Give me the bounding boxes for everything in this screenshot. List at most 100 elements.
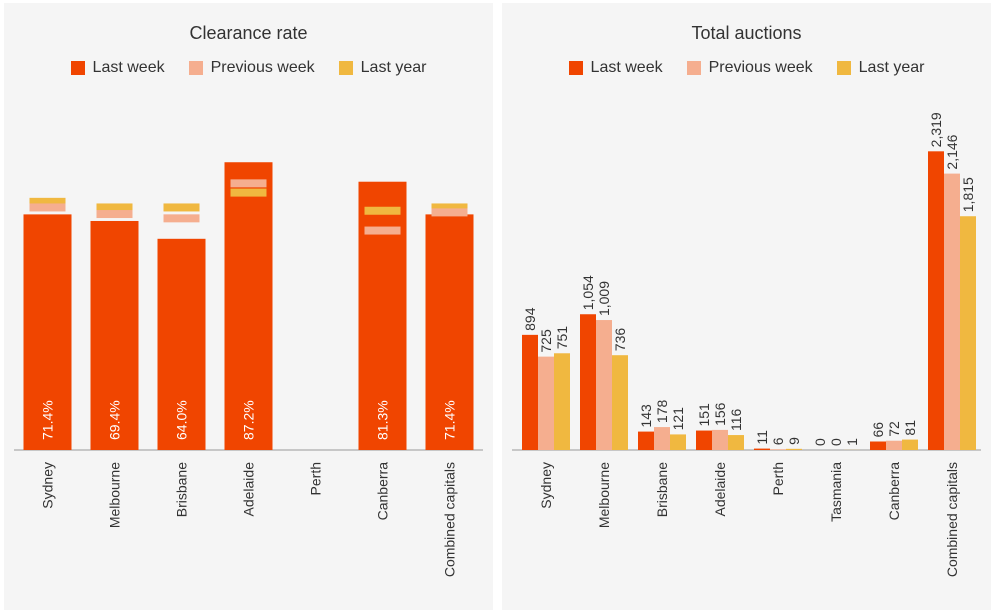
- marker-previous-week-melbourne: [96, 210, 133, 219]
- legend-last-year: Last year: [338, 59, 426, 77]
- x-tick-label-combined-capitals: Combined capitals: [944, 462, 960, 577]
- clearance-rate-title: Clearance rate: [189, 23, 308, 43]
- data-label-last-week-combined-capitals: 2,319: [928, 112, 944, 147]
- x-tick-label-perth: Perth: [308, 462, 324, 495]
- clearance-rate-legend: Last week Previous week Last year: [4, 59, 493, 77]
- bar-last-year-perth: [786, 448, 802, 450]
- bar-last-year-canberra: [902, 439, 918, 450]
- data-label-last-year-sydney: 751: [554, 326, 570, 350]
- data-label-previous-week-adelaide: 156: [712, 402, 728, 426]
- legend-last-week: Last week: [70, 59, 165, 77]
- bar-last-week-combined-capitals: [425, 214, 474, 450]
- bar-previous-week-canberra: [886, 440, 902, 450]
- data-label-previous-week-brisbane: 178: [654, 400, 670, 424]
- x-tick-label-canberra: Canberra: [375, 462, 391, 521]
- x-tick-label-adelaide: Adelaide: [241, 462, 257, 517]
- x-tick-label-perth: Perth: [770, 462, 786, 495]
- legend-swatch-previous-week: [686, 61, 701, 75]
- total-auctions-legend: Last week Previous week Last year: [502, 59, 991, 77]
- legend-label-last-year: Last year: [858, 59, 925, 76]
- bar-previous-week-combined-capitals: [944, 173, 960, 450]
- data-label-last-year-adelaide: 116: [728, 409, 744, 432]
- legend-label-previous-week: Previous week: [708, 59, 813, 76]
- clearance-rate-panel: Clearance rate Last week Previous week L…: [4, 3, 493, 610]
- data-label-last-year-brisbane: 121: [670, 407, 686, 431]
- marker-previous-week-sydney: [29, 203, 66, 212]
- data-label-sydney: 71.4%: [40, 400, 56, 440]
- data-label-previous-week-tasmania: 0: [828, 438, 844, 446]
- bar-last-week-melbourne: [580, 314, 596, 450]
- data-label-last-week-brisbane: 143: [638, 404, 654, 428]
- data-label-brisbane: 64.0%: [174, 400, 190, 440]
- legend-previous-week: Previous week: [686, 59, 813, 77]
- data-label-last-year-tasmania: 1: [844, 438, 860, 446]
- bar-last-year-combined-capitals: [960, 216, 976, 450]
- bar-last-year-brisbane: [670, 434, 686, 450]
- data-label-previous-week-perth: 6: [770, 437, 786, 445]
- x-tick-label-canberra: Canberra: [886, 462, 902, 521]
- bar-previous-week-melbourne: [596, 320, 612, 450]
- data-label-last-week-canberra: 66: [870, 422, 886, 438]
- data-label-last-year-perth: 9: [786, 437, 802, 445]
- bar-previous-week-sydney: [538, 356, 554, 450]
- bar-last-week-brisbane: [157, 238, 206, 450]
- marker-last-year-adelaide: [230, 188, 267, 197]
- legend-label-last-week: Last week: [92, 59, 165, 76]
- x-tick-label-tasmania: Tasmania: [828, 462, 844, 522]
- bar-last-week-combined-capitals: [928, 151, 944, 450]
- bar-last-week-canberra: [358, 181, 407, 450]
- data-label-last-year-melbourne: 736: [612, 328, 628, 352]
- x-tick-label-combined-capitals: Combined capitals: [442, 462, 458, 577]
- total-auctions-panel: Total auctions Last week Previous week L…: [502, 3, 991, 610]
- marker-last-year-canberra: [364, 206, 401, 215]
- bar-last-year-sydney: [554, 353, 570, 450]
- bar-previous-week-adelaide: [712, 429, 728, 450]
- bar-last-week-sydney: [23, 214, 72, 450]
- bar-previous-week-brisbane: [654, 427, 670, 450]
- data-label-previous-week-combined-capitals: 2,146: [944, 134, 960, 169]
- total-auctions-title: Total auctions: [691, 23, 802, 43]
- data-label-canberra: 81.3%: [375, 400, 391, 440]
- x-tick-label-melbourne: Melbourne: [596, 462, 612, 528]
- bar-last-week-canberra: [870, 441, 886, 450]
- data-label-last-year-canberra: 81: [902, 420, 918, 436]
- data-label-last-week-tasmania: 0: [812, 438, 828, 446]
- bar-previous-week-perth: [770, 449, 786, 450]
- data-label-melbourne: 69.4%: [107, 400, 123, 440]
- legend-swatch-previous-week: [188, 61, 203, 75]
- bar-last-week-adelaide: [696, 430, 712, 450]
- legend-label-last-week: Last week: [590, 59, 663, 76]
- legend-previous-week: Previous week: [188, 59, 315, 77]
- marker-previous-week-combined-capitals: [431, 208, 468, 217]
- data-label-last-year-combined-capitals: 1,815: [960, 177, 976, 212]
- data-label-previous-week-canberra: 72: [886, 421, 902, 437]
- marker-last-year-combined-capitals: [431, 203, 468, 212]
- bar-last-week-sydney: [522, 334, 538, 450]
- bar-last-week-brisbane: [638, 431, 654, 450]
- data-label-last-week-sydney: 894: [522, 307, 538, 331]
- bar-last-year-adelaide: [728, 435, 744, 450]
- bar-last-year-melbourne: [612, 355, 628, 450]
- legend-label-previous-week: Previous week: [210, 59, 315, 76]
- bar-last-week-melbourne: [90, 220, 139, 450]
- x-tick-label-adelaide: Adelaide: [712, 462, 728, 517]
- legend-swatch-last-year: [338, 61, 353, 75]
- x-tick-label-sydney: Sydney: [538, 462, 554, 509]
- x-tick-label-brisbane: Brisbane: [174, 462, 190, 517]
- legend-swatch-last-year: [836, 61, 851, 75]
- marker-previous-week-adelaide: [230, 179, 267, 188]
- marker-last-year-brisbane: [163, 203, 200, 212]
- bar-last-week-perth: [754, 448, 770, 450]
- data-label-last-week-melbourne: 1,054: [580, 275, 596, 310]
- data-label-adelaide: 87.2%: [241, 400, 257, 440]
- marker-last-year-sydney: [29, 197, 66, 206]
- legend-swatch-last-week: [568, 61, 583, 75]
- marker-previous-week-brisbane: [163, 214, 200, 223]
- data-label-previous-week-melbourne: 1,009: [596, 281, 612, 316]
- bar-last-week-adelaide: [224, 162, 273, 451]
- data-label-last-week-perth: 11: [754, 430, 770, 445]
- x-tick-label-sydney: Sydney: [40, 462, 56, 509]
- legend-swatch-last-week: [70, 61, 85, 75]
- data-label-previous-week-sydney: 725: [538, 329, 554, 353]
